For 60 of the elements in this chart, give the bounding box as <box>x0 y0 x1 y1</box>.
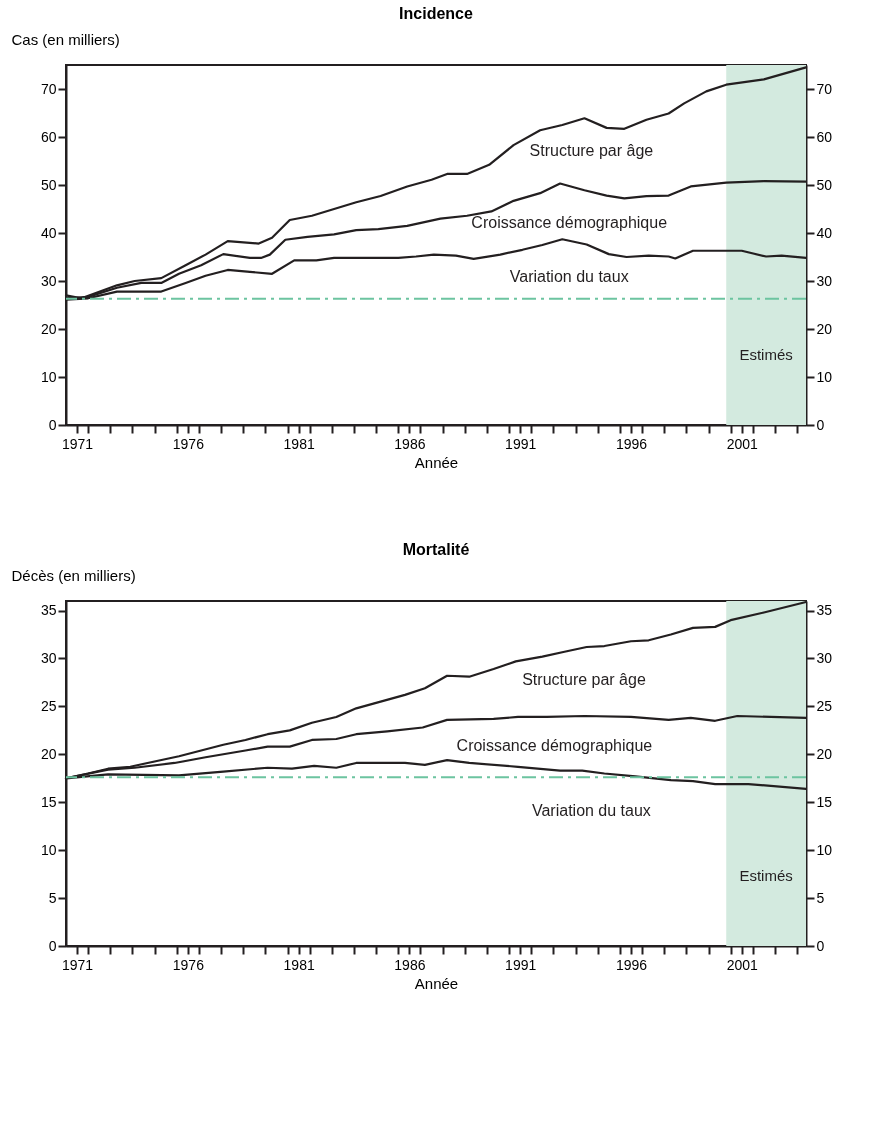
annotation: Croissance démographique <box>471 214 668 232</box>
annotation: Structure par âge <box>529 142 654 160</box>
x-tick-label: 1991 <box>505 956 537 973</box>
y-tick-label: 20 <box>40 745 57 762</box>
y-tick-label: 10 <box>40 841 57 858</box>
y-tick-label: 25 <box>40 697 57 714</box>
annotation: Croissance démographique <box>456 736 653 754</box>
y2-tick-label: 35 <box>816 602 833 619</box>
y-tick-label: 60 <box>40 128 57 145</box>
x-tick-label: 1981 <box>283 435 315 452</box>
band-label: Estimés <box>739 346 793 363</box>
y-tick-label: 40 <box>40 224 57 241</box>
annotation: Variation du taux <box>509 268 629 286</box>
y-tick-label: 15 <box>40 793 57 810</box>
x-tick-label: 1986 <box>394 435 426 452</box>
y2-tick-label: 25 <box>816 697 833 714</box>
y-tick-label: 5 <box>48 889 57 906</box>
y2-tick-label: 15 <box>816 793 833 810</box>
y2-tick-label: 5 <box>816 889 825 906</box>
y-tick-label: 35 <box>40 602 57 619</box>
y-tick-label: 30 <box>40 650 57 666</box>
y-tick-label: 20 <box>40 320 57 337</box>
x-axis-title: Année <box>414 974 459 992</box>
y-tick-label: 50 <box>40 176 57 193</box>
annotation: Variation du taux <box>531 802 651 820</box>
x-tick-label: 1996 <box>615 956 648 973</box>
y2-tick-label: 20 <box>816 320 833 337</box>
x-tick-label: 1986 <box>394 956 426 973</box>
x-tick-label: 2001 <box>726 956 759 973</box>
x-tick-label: 1996 <box>615 435 648 452</box>
x-tick-label: 1976 <box>172 956 205 973</box>
x-tick-label: 1971 <box>62 956 94 973</box>
y-axis-title: Décès (en milliers) <box>11 566 136 584</box>
y2-tick-label: 60 <box>816 128 833 145</box>
y2-tick-label: 0 <box>816 937 825 954</box>
y-tick-label: 10 <box>40 368 57 385</box>
x-tick-label: 1976 <box>172 435 205 452</box>
y-tick-label: 0 <box>48 416 57 433</box>
y2-tick-label: 20 <box>816 745 833 762</box>
y2-tick-label: 70 <box>816 80 833 97</box>
annotation: Structure par âge <box>522 671 646 689</box>
y2-tick-label: 30 <box>816 272 833 289</box>
y-tick-label: 30 <box>40 272 57 289</box>
y-axis-title: Cas (en milliers) <box>11 30 120 48</box>
y-tick-label: 0 <box>48 937 57 954</box>
y2-tick-label: 30 <box>816 650 833 666</box>
x-tick-label: 1971 <box>62 435 94 452</box>
band-label: Estimés <box>739 867 793 884</box>
x-axis-title: Année <box>414 453 459 471</box>
x-tick-label: 1981 <box>283 956 315 973</box>
chart-title: Mortalité <box>402 541 470 558</box>
y2-tick-label: 50 <box>816 176 833 193</box>
y2-tick-label: 0 <box>816 416 825 433</box>
y2-tick-label: 10 <box>816 841 833 858</box>
chart-title: Incidence <box>399 5 473 22</box>
y-tick-label: 70 <box>40 80 57 97</box>
y2-tick-label: 40 <box>816 224 833 241</box>
x-tick-label: 2001 <box>726 435 759 452</box>
x-tick-label: 1991 <box>505 435 537 452</box>
y2-tick-label: 10 <box>816 368 833 385</box>
